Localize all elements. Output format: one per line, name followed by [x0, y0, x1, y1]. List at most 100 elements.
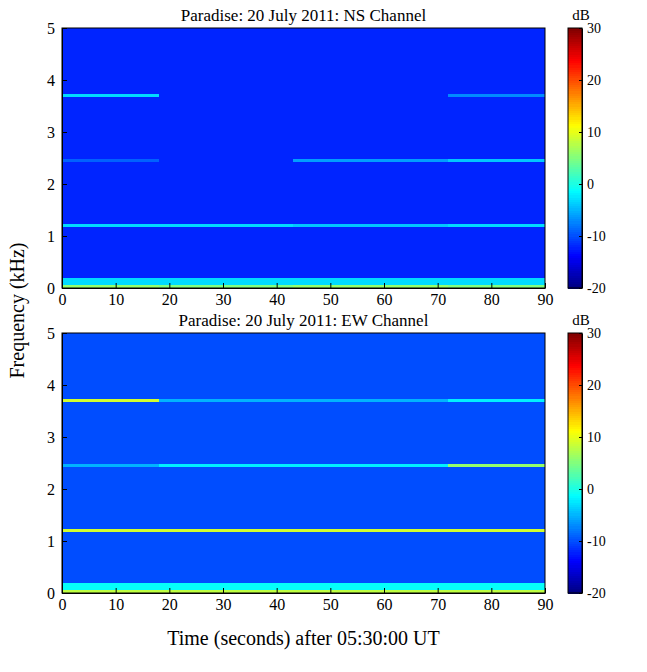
cell [159, 402, 293, 464]
y-tick-label: 1 [47, 533, 55, 550]
x-tick: 50 [323, 588, 339, 613]
cell [293, 532, 449, 582]
y-tick: 0 [47, 280, 67, 297]
cell [159, 532, 293, 582]
y-tick-mark [62, 28, 67, 29]
y-tick-label: 5 [47, 325, 55, 342]
panel-title: Paradise: 20 July 2011: EW Channel [179, 311, 429, 330]
cell [62, 529, 159, 532]
x-tick: 10 [108, 588, 124, 613]
x-tick-mark [277, 588, 278, 593]
x-tick-label: 90 [538, 596, 554, 613]
x-tick: 50 [323, 283, 339, 308]
x-tick-label: 20 [162, 291, 178, 308]
x-tick-label: 10 [108, 291, 124, 308]
colorbar-label: dB [572, 7, 590, 23]
cell [448, 467, 545, 529]
y-tick: 2 [47, 176, 67, 193]
y-tick-label: 0 [47, 280, 55, 297]
x-tick-mark [545, 588, 546, 593]
x-tick-mark [116, 283, 117, 288]
y-tick-label: 3 [47, 429, 55, 446]
y-tick: 5 [47, 20, 67, 37]
colorbar-tick-label: -10 [587, 229, 606, 244]
colorbar-tick-label: -20 [587, 281, 606, 296]
cells [62, 333, 545, 593]
y-tick-label: 0 [47, 585, 55, 602]
x-tick-label: 70 [430, 596, 446, 613]
cell [448, 333, 545, 399]
cell [293, 162, 449, 224]
y-tick: 3 [47, 124, 67, 141]
cell [159, 28, 293, 94]
cell [448, 278, 545, 285]
x-tick: 70 [430, 283, 446, 308]
colorbar-tick: 30 [579, 21, 601, 36]
x-tick-mark [330, 588, 331, 593]
colorbar-tick-label: 0 [587, 177, 594, 192]
panel: 0102030405060708090012345Paradise: 20 Ju… [47, 311, 606, 613]
y-tick-mark [62, 80, 67, 81]
x-tick-label: 40 [269, 291, 285, 308]
x-tick-mark [277, 283, 278, 288]
y-tick: 4 [47, 377, 67, 394]
cell [448, 532, 545, 582]
cell [159, 529, 293, 532]
y-axis-line [62, 334, 63, 594]
x-tick: 20 [162, 283, 178, 308]
x-tick-label: 80 [484, 291, 500, 308]
cell [448, 399, 545, 402]
colorbar-tick-label: 0 [587, 482, 594, 497]
x-tick-mark [491, 283, 492, 288]
cell [448, 94, 545, 97]
plot-frame [62, 28, 545, 288]
y-tick-mark [62, 541, 67, 542]
cell [62, 399, 159, 402]
x-tick-label: 90 [538, 291, 554, 308]
cell [293, 529, 449, 532]
x-tick: 70 [430, 588, 446, 613]
y-tick-label: 1 [47, 228, 55, 245]
colorbar-tick-label: 30 [587, 21, 601, 36]
cell [159, 94, 293, 97]
cell [293, 97, 449, 159]
x-tick: 30 [216, 588, 232, 613]
cells [62, 28, 545, 288]
x-tick: 60 [377, 283, 393, 308]
cell [62, 464, 159, 467]
colorbar-frame [568, 333, 582, 593]
x-tick-mark [384, 588, 385, 593]
x-tick-label: 0 [59, 291, 67, 308]
x-tick: 60 [377, 588, 393, 613]
plot-frame [62, 333, 545, 593]
x-tick-mark [223, 588, 224, 593]
x-tick-mark [384, 283, 385, 288]
y-tick: 2 [47, 481, 67, 498]
cell [62, 28, 159, 94]
cell [159, 278, 293, 285]
colorbar-tick-label: -20 [587, 586, 606, 601]
x-tick-mark [491, 588, 492, 593]
x-tick-mark [438, 283, 439, 288]
cell [293, 28, 449, 94]
y-tick-mark [62, 132, 67, 133]
x-tick: 80 [484, 283, 500, 308]
cell [293, 159, 449, 162]
colorbar-tick-mark [579, 385, 582, 386]
cell [159, 227, 293, 277]
cell [62, 162, 159, 224]
x-tick-mark [545, 283, 546, 288]
y-tick-mark [62, 489, 67, 490]
y-tick-mark [62, 333, 67, 334]
cell [62, 532, 159, 582]
cell [293, 224, 449, 227]
cell [293, 583, 449, 590]
colorbar-tick-mark [579, 80, 582, 81]
x-tick: 40 [269, 283, 285, 308]
cell [448, 159, 545, 162]
cell [159, 583, 293, 590]
y-tick: 4 [47, 72, 67, 89]
cell [159, 162, 293, 224]
x-tick-label: 30 [216, 596, 232, 613]
x-tick-label: 10 [108, 596, 124, 613]
